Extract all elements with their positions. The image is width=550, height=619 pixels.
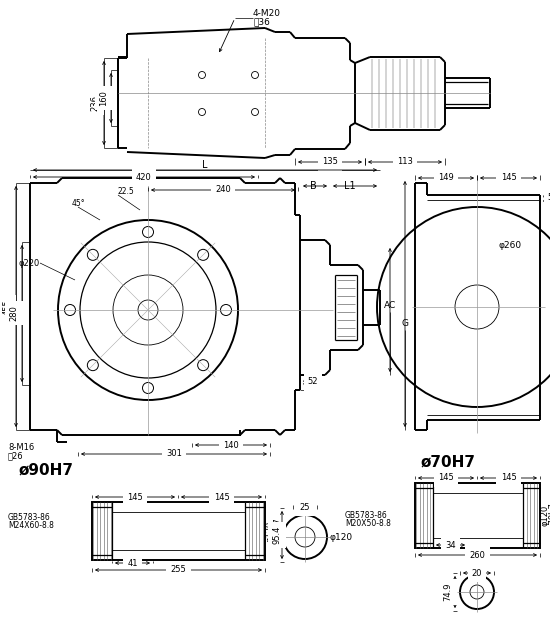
Text: 113: 113 xyxy=(397,157,413,167)
Text: 301: 301 xyxy=(166,449,182,459)
Text: 5: 5 xyxy=(548,193,550,202)
Text: ø90H7: ø90H7 xyxy=(18,462,73,477)
Text: 149: 149 xyxy=(438,173,454,183)
Text: 22.5: 22.5 xyxy=(118,188,135,196)
Text: M24X60-8.8: M24X60-8.8 xyxy=(8,521,54,529)
Bar xyxy=(415,483,540,548)
Text: 236: 236 xyxy=(91,95,100,111)
Text: φ120: φ120 xyxy=(266,521,274,542)
Text: 深36: 深36 xyxy=(253,17,270,27)
Text: 240: 240 xyxy=(215,186,231,194)
Text: 4-M20: 4-M20 xyxy=(253,9,281,19)
Text: 41: 41 xyxy=(127,558,138,568)
Text: 255: 255 xyxy=(170,566,186,574)
Text: φ120: φ120 xyxy=(541,505,549,526)
Text: GB5783-86: GB5783-86 xyxy=(345,511,388,521)
Text: 145: 145 xyxy=(213,493,229,501)
Text: φ120: φ120 xyxy=(330,534,353,542)
Text: GB5783-86: GB5783-86 xyxy=(8,513,51,521)
Text: 74.9: 74.9 xyxy=(443,582,453,601)
Text: φ70h7: φ70h7 xyxy=(548,502,550,529)
Text: ø70H7: ø70H7 xyxy=(420,454,475,469)
Text: 145: 145 xyxy=(127,493,143,501)
Text: 420: 420 xyxy=(136,173,152,181)
Text: 34: 34 xyxy=(445,540,456,550)
Text: 20: 20 xyxy=(472,568,482,578)
Bar xyxy=(92,502,265,560)
Text: 45°: 45° xyxy=(72,199,86,207)
Text: 455: 455 xyxy=(3,299,12,315)
Text: φ90h7: φ90h7 xyxy=(273,517,283,544)
Text: AC: AC xyxy=(384,300,396,310)
Text: φ220: φ220 xyxy=(19,259,40,267)
Text: B: B xyxy=(310,181,316,191)
Text: 52: 52 xyxy=(308,378,318,386)
Text: 145: 145 xyxy=(500,474,516,482)
Text: 深26: 深26 xyxy=(8,451,24,461)
Text: L: L xyxy=(202,160,208,170)
Text: 145: 145 xyxy=(438,474,454,482)
Bar xyxy=(112,512,245,550)
Text: G: G xyxy=(402,319,409,327)
Text: 25: 25 xyxy=(300,503,310,511)
Text: 160: 160 xyxy=(100,90,108,106)
Text: 280: 280 xyxy=(9,305,19,321)
Bar xyxy=(433,493,523,538)
Text: L1: L1 xyxy=(344,181,356,191)
Text: φ260: φ260 xyxy=(498,241,521,249)
Text: 8-M16: 8-M16 xyxy=(8,443,34,451)
Text: 260: 260 xyxy=(470,550,486,560)
Text: M20X50-8.8: M20X50-8.8 xyxy=(345,519,391,529)
Text: 145: 145 xyxy=(500,173,516,183)
Text: 135: 135 xyxy=(322,157,338,167)
Text: 140: 140 xyxy=(223,441,239,449)
Text: 95.4: 95.4 xyxy=(272,526,282,544)
